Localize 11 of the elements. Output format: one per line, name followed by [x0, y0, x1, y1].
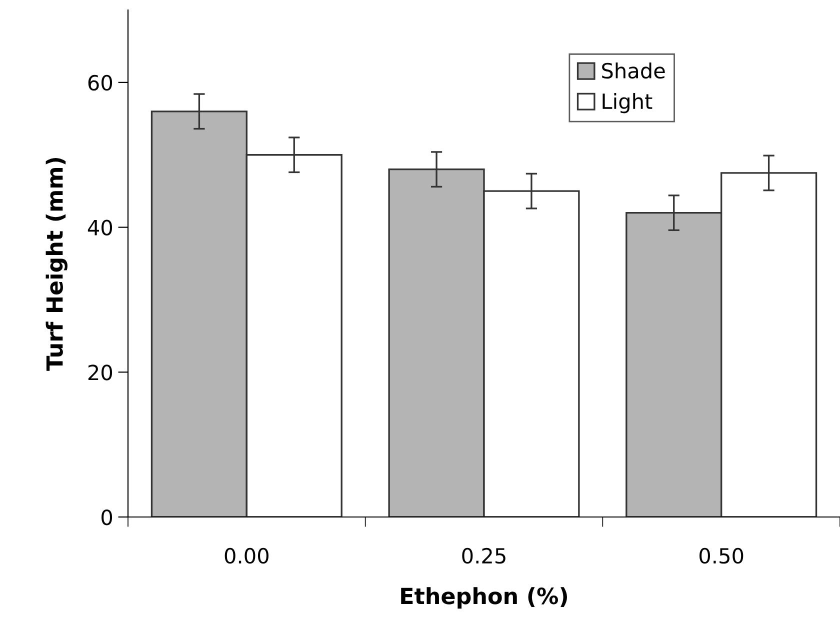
y-tick-label: 60 [88, 74, 112, 91]
x-tick-label: 0.50 [700, 548, 744, 564]
y-tick-label: 20 [88, 364, 112, 380]
legend-label: Shade [602, 62, 665, 79]
x-axis-title: Ethephon (%) [401, 587, 568, 609]
y-tick-label: 40 [88, 220, 112, 236]
y-axis-title: Turf Height (mm) [46, 158, 68, 371]
legend-label: Light [602, 93, 652, 114]
x-tick-label: 0.00 [224, 548, 268, 564]
x-tick-label: 0.25 [462, 548, 506, 564]
y-tick-label: 0 [102, 509, 112, 526]
